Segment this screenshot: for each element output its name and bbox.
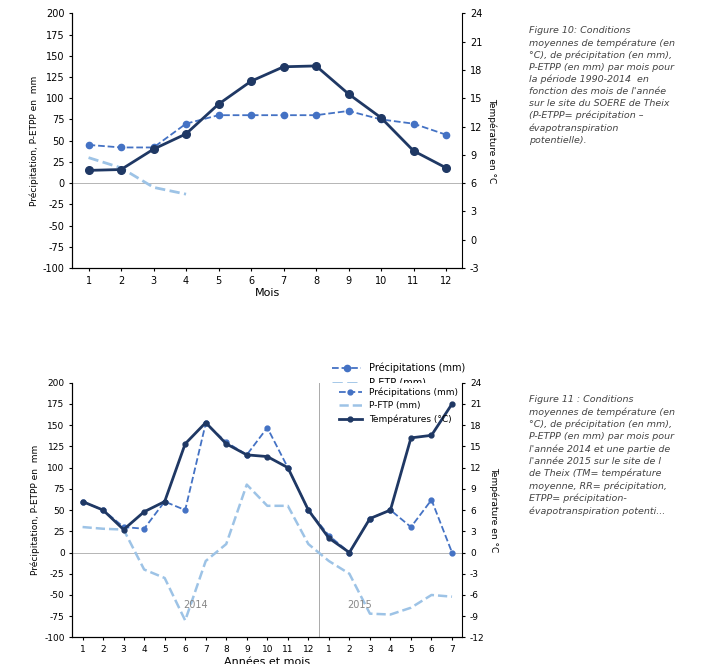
Text: 2015: 2015 [347,600,372,610]
Legend: Précipitations (mm), P-FTP (mm), Températures (°C): Précipitations (mm), P-FTP (mm), Tempéra… [339,387,458,424]
Y-axis label: Température en °C: Température en °C [487,98,496,183]
Text: Figure 10: Conditions
moyennes de température (en
°C), de précipitation (en mm),: Figure 10: Conditions moyennes de tempér… [529,26,675,145]
Y-axis label: Température en °C: Température en °C [489,467,498,552]
Text: Figure 11 : Conditions
moyennes de température (en
°C), de précipitation (en mm): Figure 11 : Conditions moyennes de tempé… [529,396,675,515]
Y-axis label: Précipitation, P-ETPP en  mm: Précipitation, P-ETPP en mm [30,445,40,575]
X-axis label: Années et mois: Années et mois [224,657,310,664]
X-axis label: Mois: Mois [254,288,280,298]
Y-axis label: Précipitation, P-ETPP en  mm: Précipitation, P-ETPP en mm [29,76,38,206]
Legend: Précipitations (mm), P-ETP (mm), Températures (°C): Précipitations (mm), P-ETP (mm), Tempéra… [332,363,465,403]
Text: 2014: 2014 [183,600,208,610]
